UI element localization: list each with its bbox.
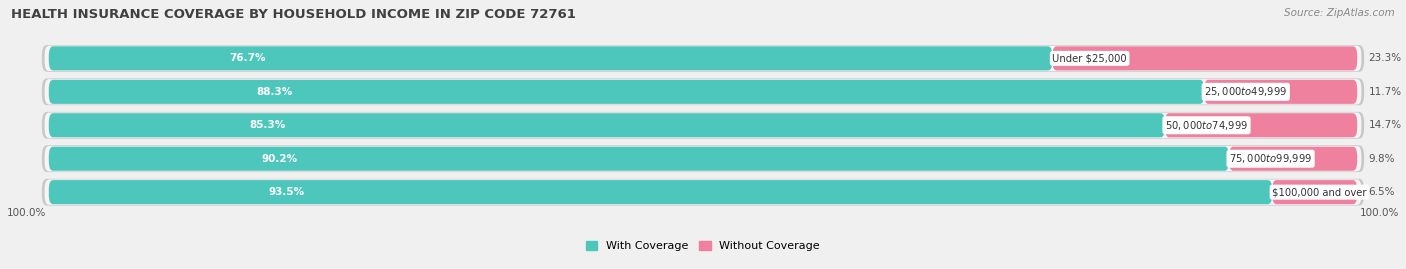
FancyBboxPatch shape — [1052, 46, 1357, 70]
FancyBboxPatch shape — [49, 80, 1204, 104]
FancyBboxPatch shape — [1272, 180, 1357, 204]
Text: $100,000 and over: $100,000 and over — [1272, 187, 1367, 197]
FancyBboxPatch shape — [45, 46, 1361, 71]
FancyBboxPatch shape — [42, 45, 1364, 72]
Text: $50,000 to $74,999: $50,000 to $74,999 — [1166, 119, 1249, 132]
Text: 93.5%: 93.5% — [269, 187, 305, 197]
Text: 90.2%: 90.2% — [262, 154, 297, 164]
Text: HEALTH INSURANCE COVERAGE BY HOUSEHOLD INCOME IN ZIP CODE 72761: HEALTH INSURANCE COVERAGE BY HOUSEHOLD I… — [11, 8, 576, 21]
FancyBboxPatch shape — [1229, 147, 1357, 171]
Text: 76.7%: 76.7% — [229, 53, 266, 63]
FancyBboxPatch shape — [49, 180, 1272, 204]
Text: 14.7%: 14.7% — [1368, 120, 1402, 130]
Text: 100.0%: 100.0% — [7, 208, 46, 218]
FancyBboxPatch shape — [1204, 80, 1357, 104]
Text: 88.3%: 88.3% — [257, 87, 292, 97]
Text: $25,000 to $49,999: $25,000 to $49,999 — [1204, 85, 1288, 98]
FancyBboxPatch shape — [42, 112, 1364, 139]
FancyBboxPatch shape — [45, 79, 1361, 105]
FancyBboxPatch shape — [45, 112, 1361, 138]
Text: 23.3%: 23.3% — [1368, 53, 1402, 63]
Text: 11.7%: 11.7% — [1368, 87, 1402, 97]
Text: 9.8%: 9.8% — [1368, 154, 1395, 164]
Text: 6.5%: 6.5% — [1368, 187, 1395, 197]
FancyBboxPatch shape — [1166, 113, 1357, 137]
Text: Source: ZipAtlas.com: Source: ZipAtlas.com — [1284, 8, 1395, 18]
Legend: With Coverage, Without Coverage: With Coverage, Without Coverage — [582, 237, 824, 256]
FancyBboxPatch shape — [42, 145, 1364, 172]
Text: Under $25,000: Under $25,000 — [1052, 53, 1128, 63]
FancyBboxPatch shape — [42, 179, 1364, 206]
FancyBboxPatch shape — [42, 79, 1364, 105]
Text: 85.3%: 85.3% — [250, 120, 285, 130]
Text: $75,000 to $99,999: $75,000 to $99,999 — [1229, 152, 1312, 165]
Text: 100.0%: 100.0% — [1360, 208, 1399, 218]
FancyBboxPatch shape — [49, 113, 1166, 137]
FancyBboxPatch shape — [49, 147, 1229, 171]
FancyBboxPatch shape — [45, 179, 1361, 205]
FancyBboxPatch shape — [49, 46, 1052, 70]
FancyBboxPatch shape — [45, 146, 1361, 171]
